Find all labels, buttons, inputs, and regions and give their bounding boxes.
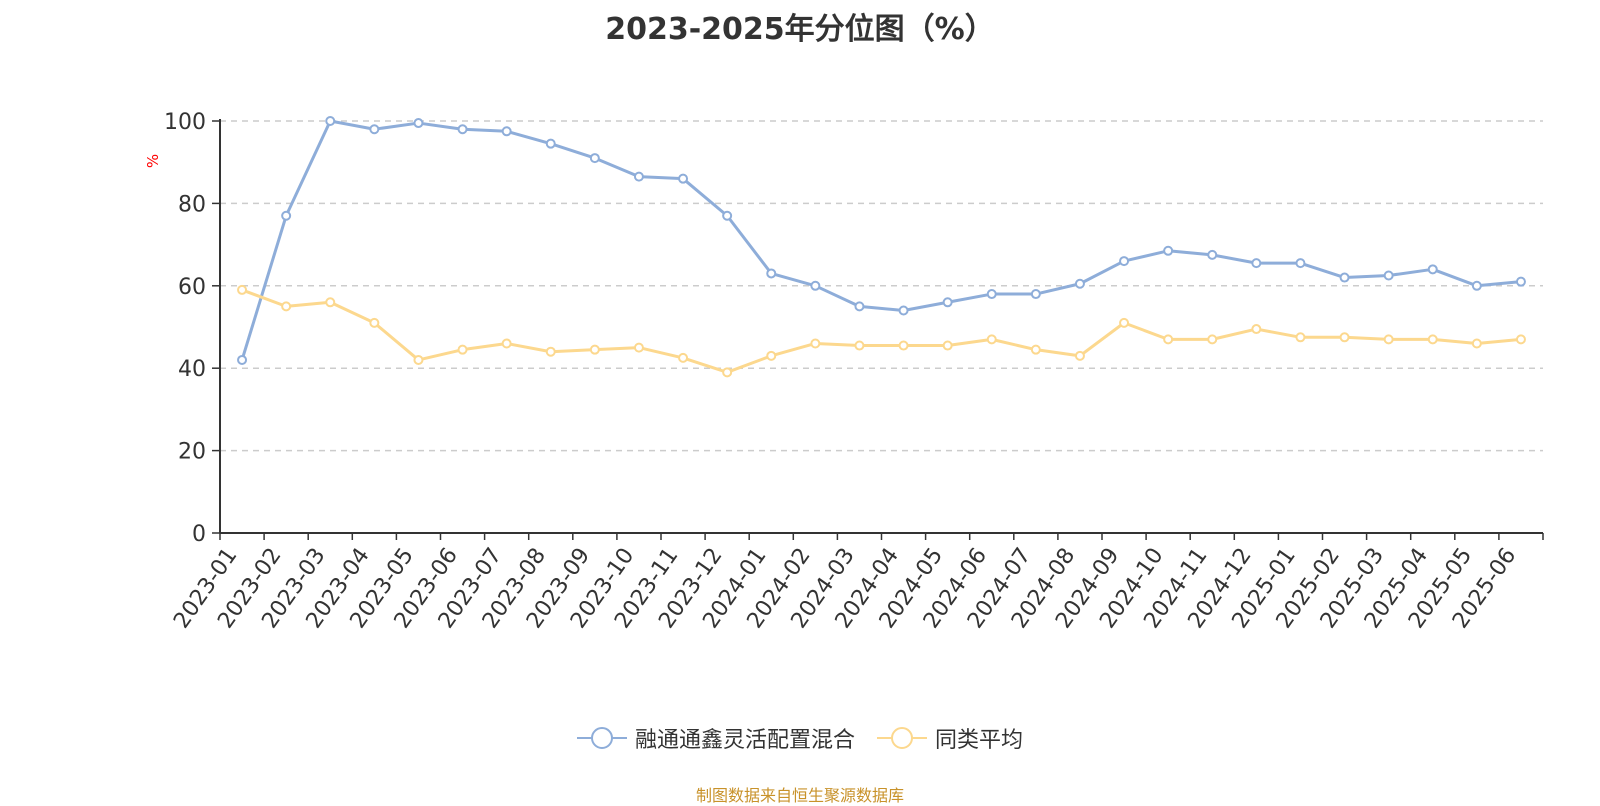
data-point-1	[1074, 350, 1085, 361]
data-point-0	[237, 354, 248, 365]
y-tick-label: 80	[178, 192, 206, 217]
data-point-1	[281, 301, 292, 312]
data-point-1	[633, 342, 644, 353]
data-point-0	[1383, 270, 1394, 281]
y-tick-label: 20	[178, 440, 206, 465]
series-line-0	[240, 119, 1522, 361]
legend-item-fund[interactable]: 融通通鑫灵活配置混合	[576, 722, 855, 754]
data-point-0	[1119, 256, 1130, 267]
legend-item-average[interactable]: 同类平均	[877, 722, 1023, 754]
data-point-0	[766, 268, 777, 279]
series-line-1	[241, 288, 1522, 374]
data-point-1	[1383, 334, 1394, 345]
x-tick-labels: 2023-012023-022023-032023-042023-052023-…	[169, 544, 1521, 634]
data-point-0	[1471, 280, 1482, 291]
y-tick-label: 40	[178, 357, 206, 382]
data-point-0	[854, 301, 865, 312]
data-point-1	[1295, 332, 1306, 343]
data-point-1	[1515, 334, 1526, 345]
data-point-0	[325, 116, 336, 126]
data-point-1	[854, 340, 865, 351]
data-point-0	[810, 280, 821, 291]
chart-title: 2023-2025年分位图（%）	[605, 12, 995, 47]
data-point-0	[633, 171, 644, 182]
data-point-1	[1339, 332, 1350, 343]
data-point-0	[1207, 249, 1218, 260]
data-point-1	[369, 317, 380, 328]
legend: 融通通鑫灵活配置混合 同类平均	[0, 722, 1600, 754]
data-point-1	[898, 340, 909, 351]
data-source-note: 制图数据来自恒生聚源数据库	[695, 786, 904, 805]
grid-lines	[220, 120, 1543, 452]
data-point-1	[413, 354, 424, 365]
data-point-1	[1119, 317, 1130, 328]
data-point-1	[942, 340, 953, 351]
data-point-0	[1515, 276, 1526, 287]
data-point-0	[1030, 289, 1041, 300]
data-point-1	[589, 344, 600, 355]
series-points	[237, 116, 1526, 378]
data-point-1	[810, 338, 821, 349]
y-tick-label: 0	[192, 522, 206, 547]
data-point-0	[545, 138, 556, 149]
data-point-1	[1471, 338, 1482, 349]
data-point-0	[678, 173, 689, 184]
y-tick-label: 60	[178, 275, 206, 300]
data-point-0	[1295, 258, 1306, 269]
series-lines	[240, 119, 1522, 374]
data-point-1	[325, 297, 336, 308]
data-point-1	[1251, 324, 1262, 335]
y-tick-labels: 0 20 40 60 80 100	[164, 110, 206, 547]
data-point-0	[1074, 278, 1085, 289]
data-point-1	[1427, 334, 1438, 345]
data-point-1	[986, 334, 997, 345]
data-point-0	[722, 210, 733, 221]
data-point-1	[766, 350, 777, 361]
data-point-1	[1207, 334, 1218, 345]
legend-label-average: 同类平均	[935, 728, 1024, 753]
data-point-0	[1339, 272, 1350, 283]
data-point-0	[1251, 258, 1262, 269]
data-point-1	[545, 346, 556, 357]
data-point-1	[501, 338, 512, 349]
data-point-0	[501, 126, 512, 137]
data-point-1	[678, 352, 689, 363]
data-point-1	[457, 344, 468, 355]
data-point-0	[369, 124, 380, 135]
y-tick-label: 100	[164, 110, 206, 135]
data-point-0	[986, 289, 997, 300]
legend-label-fund: 融通通鑫灵活配置混合	[634, 728, 855, 753]
data-point-0	[1427, 264, 1438, 275]
data-point-0	[413, 118, 424, 129]
data-point-0	[898, 305, 909, 316]
data-point-0	[1163, 245, 1174, 256]
data-point-1	[1163, 334, 1174, 345]
data-point-1	[722, 367, 733, 378]
axes	[212, 119, 1544, 540]
data-point-0	[457, 124, 468, 135]
data-point-1	[237, 284, 248, 295]
legend-marker-fund	[576, 727, 627, 749]
data-point-0	[281, 210, 292, 221]
data-point-0	[589, 153, 600, 164]
data-point-0	[942, 297, 953, 308]
legend-marker-average	[877, 727, 927, 749]
data-point-1	[1030, 344, 1041, 355]
